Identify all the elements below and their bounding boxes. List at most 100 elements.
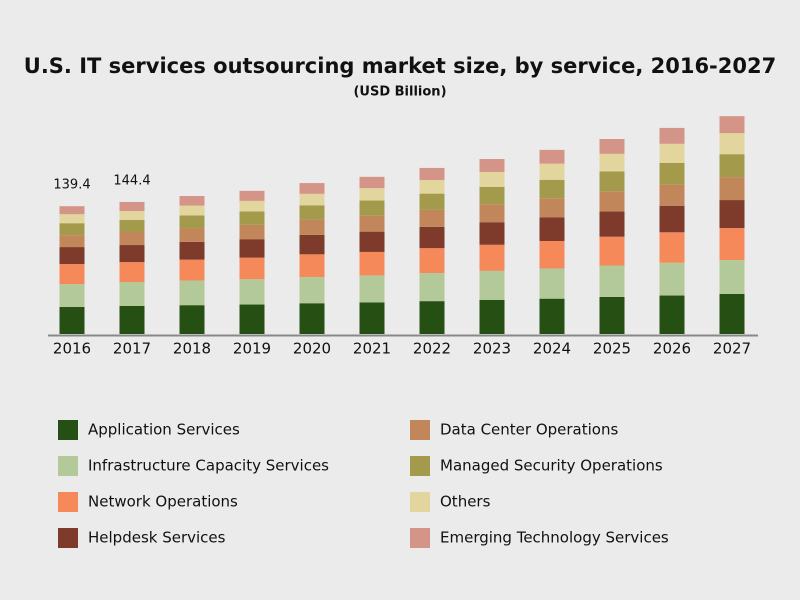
legend-swatch: [410, 456, 430, 476]
bar-segment: [359, 215, 385, 232]
x-tick-label: 2023: [473, 340, 511, 358]
bar-segment: [59, 284, 85, 308]
bar-segment: [119, 282, 145, 307]
legend-swatch: [58, 492, 78, 512]
bar-segment: [419, 273, 445, 302]
bar-segment: [599, 211, 625, 237]
bar-segment: [419, 301, 445, 334]
bar-segment: [479, 222, 505, 245]
x-tick-label: 2022: [413, 340, 451, 358]
bar-segment: [359, 302, 385, 334]
x-tick-label: 2024: [533, 340, 571, 358]
bar-segment: [299, 193, 325, 206]
bar-segment: [59, 307, 85, 334]
bar-segment: [539, 217, 565, 242]
bar-segment: [719, 228, 745, 261]
legend-label: Helpdesk Services: [88, 529, 226, 547]
bar-segment: [479, 159, 505, 172]
bar-segment: [419, 167, 445, 181]
bar-segment: [599, 153, 625, 172]
bar-segment: [119, 210, 145, 220]
legend-swatch: [410, 492, 430, 512]
bar-segment: [539, 268, 565, 299]
bar-segment: [719, 154, 745, 178]
bar-segment: [479, 270, 505, 300]
total-label: 144.4: [113, 173, 150, 188]
bar-segment: [659, 184, 685, 206]
bar-segment: [599, 191, 625, 212]
bar-segment: [59, 247, 85, 265]
bar-segment: [479, 299, 505, 334]
bar-segment: [239, 224, 265, 240]
bar-segment: [179, 196, 205, 206]
bar-segment: [719, 116, 745, 134]
bar-segment: [299, 234, 325, 255]
bar-segment: [659, 162, 685, 185]
bar-segment: [59, 235, 85, 248]
legend-label: Emerging Technology Services: [440, 529, 669, 547]
bar-segment: [539, 179, 565, 199]
bar-segment: [239, 239, 265, 258]
bar-segment: [419, 209, 445, 227]
bar-segment: [59, 223, 85, 236]
bar-segment: [179, 305, 205, 334]
bar-segment: [239, 257, 265, 280]
bar-segment: [179, 241, 205, 260]
legend-swatch: [410, 528, 430, 548]
bar-segment: [659, 232, 685, 263]
bar-segment: [599, 296, 625, 334]
bar-segment: [179, 259, 205, 281]
bar-segment: [479, 244, 505, 271]
chart-subtitle: (USD Billion): [353, 85, 446, 100]
bar-segment: [299, 219, 325, 235]
bar-segment: [239, 190, 265, 201]
bar-segment: [299, 276, 325, 304]
x-tick-label: 2025: [593, 340, 631, 358]
legend-label: Application Services: [88, 421, 240, 439]
bar-segment: [179, 215, 205, 229]
legend-label: Network Operations: [88, 493, 238, 511]
bar-segment: [59, 264, 85, 285]
legend-label: Others: [440, 493, 491, 511]
bar-segment: [119, 262, 145, 283]
bar-segment: [419, 226, 445, 249]
bar-segment: [659, 127, 685, 144]
bar-segment: [59, 214, 85, 224]
bar-segment: [659, 143, 685, 163]
bar-segment: [179, 228, 205, 242]
bar-segment: [719, 293, 745, 334]
bar-segment: [539, 241, 565, 269]
bar-segment: [479, 204, 505, 223]
bar-segment: [659, 295, 685, 334]
bar-segment: [419, 180, 445, 194]
bar-segment: [119, 232, 145, 246]
bar-segment: [119, 201, 145, 211]
x-tick-label: 2018: [173, 340, 211, 358]
bar-segment: [599, 265, 625, 297]
legend-label: Infrastructure Capacity Services: [88, 457, 329, 475]
bar-segment: [239, 200, 265, 212]
bar-segment: [299, 303, 325, 334]
bar-segment: [119, 245, 145, 263]
x-tick-label: 2026: [653, 340, 691, 358]
bar-segment: [659, 262, 685, 296]
legend-label: Managed Security Operations: [440, 457, 663, 475]
legend-swatch: [58, 528, 78, 548]
x-tick-label: 2016: [53, 340, 91, 358]
bar-segment: [539, 149, 565, 164]
bar-segment: [719, 200, 745, 229]
bar-segment: [239, 304, 265, 334]
bar-segment: [539, 198, 565, 218]
bar-segment: [599, 171, 625, 192]
bar-segment: [719, 133, 745, 155]
total-label: 139.4: [53, 178, 90, 193]
bar-segment: [659, 205, 685, 233]
bar-segment: [59, 206, 85, 215]
bar-segment: [719, 177, 745, 201]
bar-segment: [479, 186, 505, 205]
x-tick-label: 2017: [113, 340, 151, 358]
x-tick-label: 2021: [353, 340, 391, 358]
legend-swatch: [58, 456, 78, 476]
bar-segment: [359, 200, 385, 216]
bar-segment: [719, 260, 745, 294]
